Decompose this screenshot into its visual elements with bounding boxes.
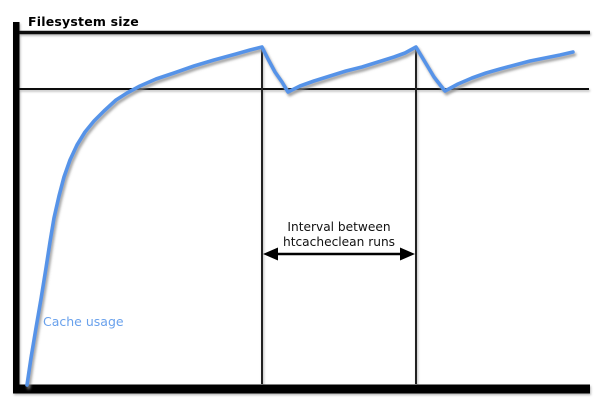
interval-annotation-line1: Interval between <box>287 220 391 234</box>
cache-usage-label: Cache usage <box>43 314 124 329</box>
filesystem-size-label: Filesystem size <box>28 14 139 29</box>
interval-annotation-line2: htcacheclean runs <box>282 235 396 249</box>
interval-annotation: Interval between htcacheclean runs <box>262 220 416 250</box>
